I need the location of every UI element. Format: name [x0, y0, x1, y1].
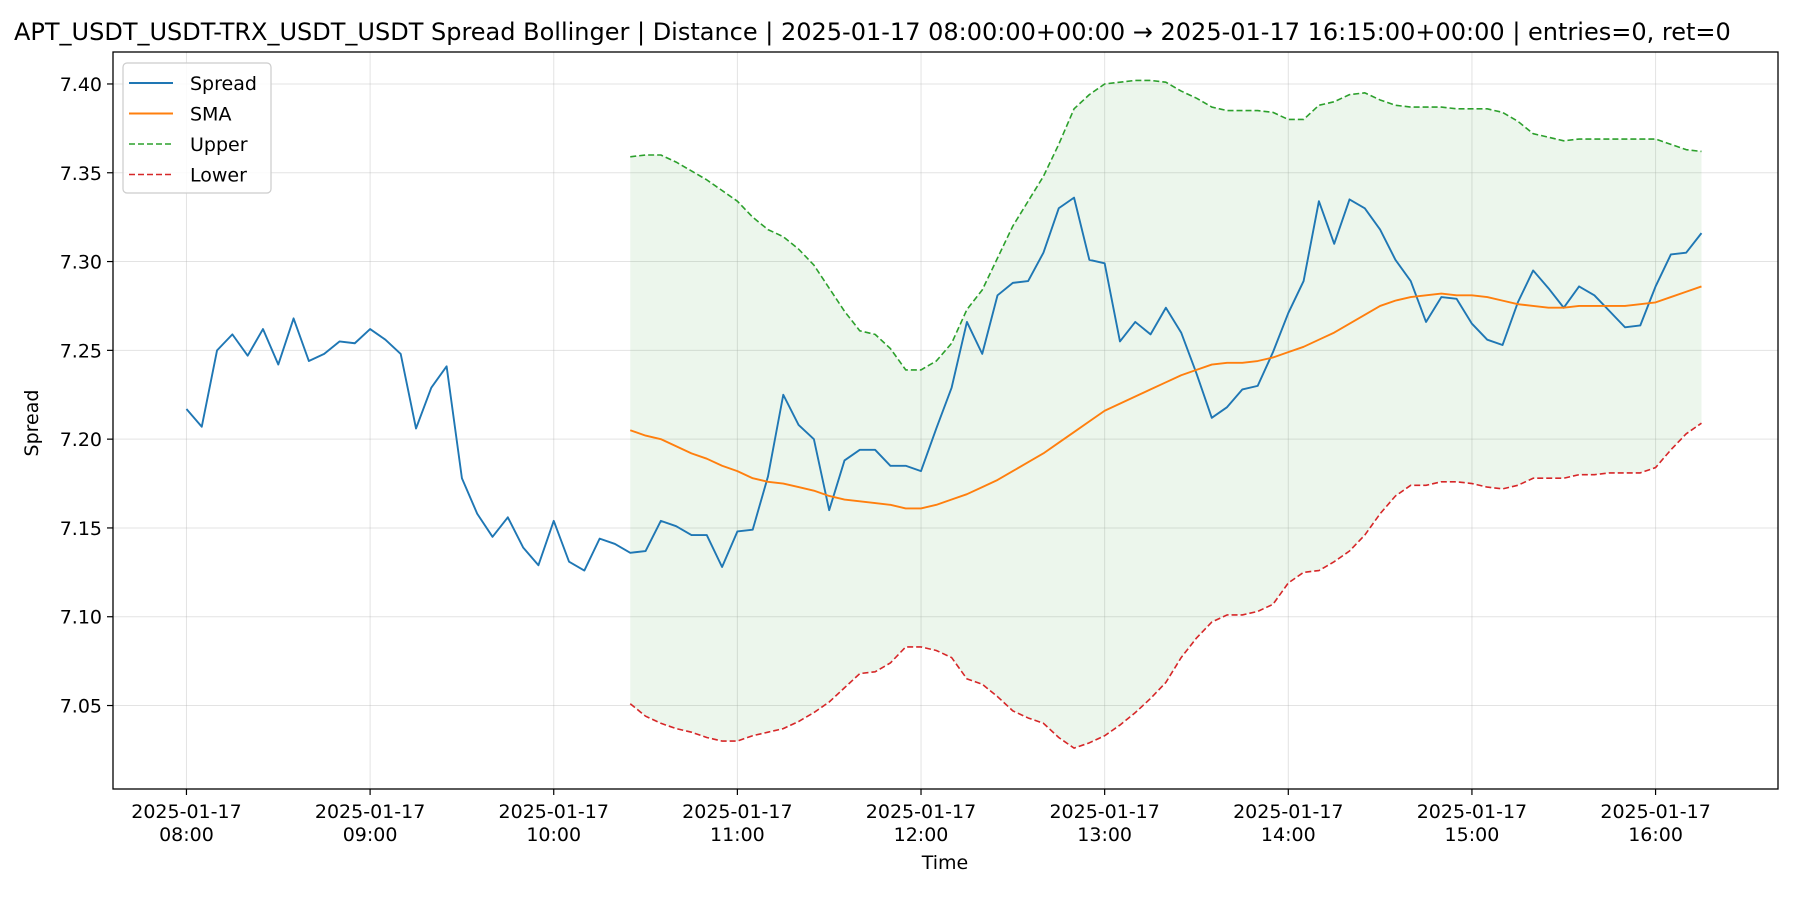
- y-tick-label: 7.35: [60, 163, 102, 185]
- x-tick-label: 2025-01-17 15:00: [1417, 801, 1527, 846]
- x-tick-label: 2025-01-17 16:00: [1600, 801, 1710, 846]
- y-tick-label: 7.40: [60, 74, 102, 96]
- y-tick-label: 7.20: [60, 429, 102, 451]
- x-tick-label: 2025-01-17 13:00: [1049, 801, 1159, 846]
- x-tick-label: 2025-01-17 12:00: [866, 801, 976, 846]
- legend-box: [122, 62, 272, 194]
- bollinger-band-layer: [630, 80, 1702, 749]
- x-tick-label: 2025-01-17 11:00: [682, 801, 792, 846]
- y-tick-label: 7.30: [60, 252, 102, 274]
- upper-line: [630, 79, 1702, 371]
- x-tick-label: 2025-01-17 10:00: [499, 801, 609, 846]
- y-tick-label: 7.25: [60, 340, 102, 362]
- sma-line: [629, 285, 1702, 510]
- series-layer: [185, 79, 1703, 749]
- legend: Spread SMA Upper Lower: [122, 62, 272, 194]
- y-tick-label: 7.05: [60, 696, 102, 718]
- legend-label-upper: Upper: [190, 134, 248, 156]
- plot-frame: [112, 51, 1779, 790]
- y-axis-label: Spread: [21, 390, 43, 457]
- y-tick-label: 7.15: [60, 518, 102, 540]
- chart-title: APT_USDT_USDT-TRX_USDT_USDT Spread Bolli…: [14, 18, 1731, 46]
- x-tick-label: 2025-01-17 14:00: [1233, 801, 1343, 846]
- x-tick-label: 2025-01-17 08:00: [131, 801, 241, 846]
- spread-line: [185, 196, 1703, 572]
- y-tick-label: 7.10: [60, 607, 102, 629]
- x-axis-label: Time: [921, 852, 969, 874]
- legend-label-spread: Spread: [190, 73, 257, 95]
- ticks-layer: 7.05 7.10 7.15 7.20 7.25 7.30 7.35 7.40 2025-01-…: [60, 74, 1711, 846]
- lower-line: [629, 422, 1702, 749]
- legend-label-lower: Lower: [190, 165, 247, 187]
- legend-label-sma: SMA: [190, 104, 231, 126]
- x-tick-label: 2025-01-17 09:00: [315, 801, 425, 846]
- bollinger-band-fill: [630, 80, 1702, 749]
